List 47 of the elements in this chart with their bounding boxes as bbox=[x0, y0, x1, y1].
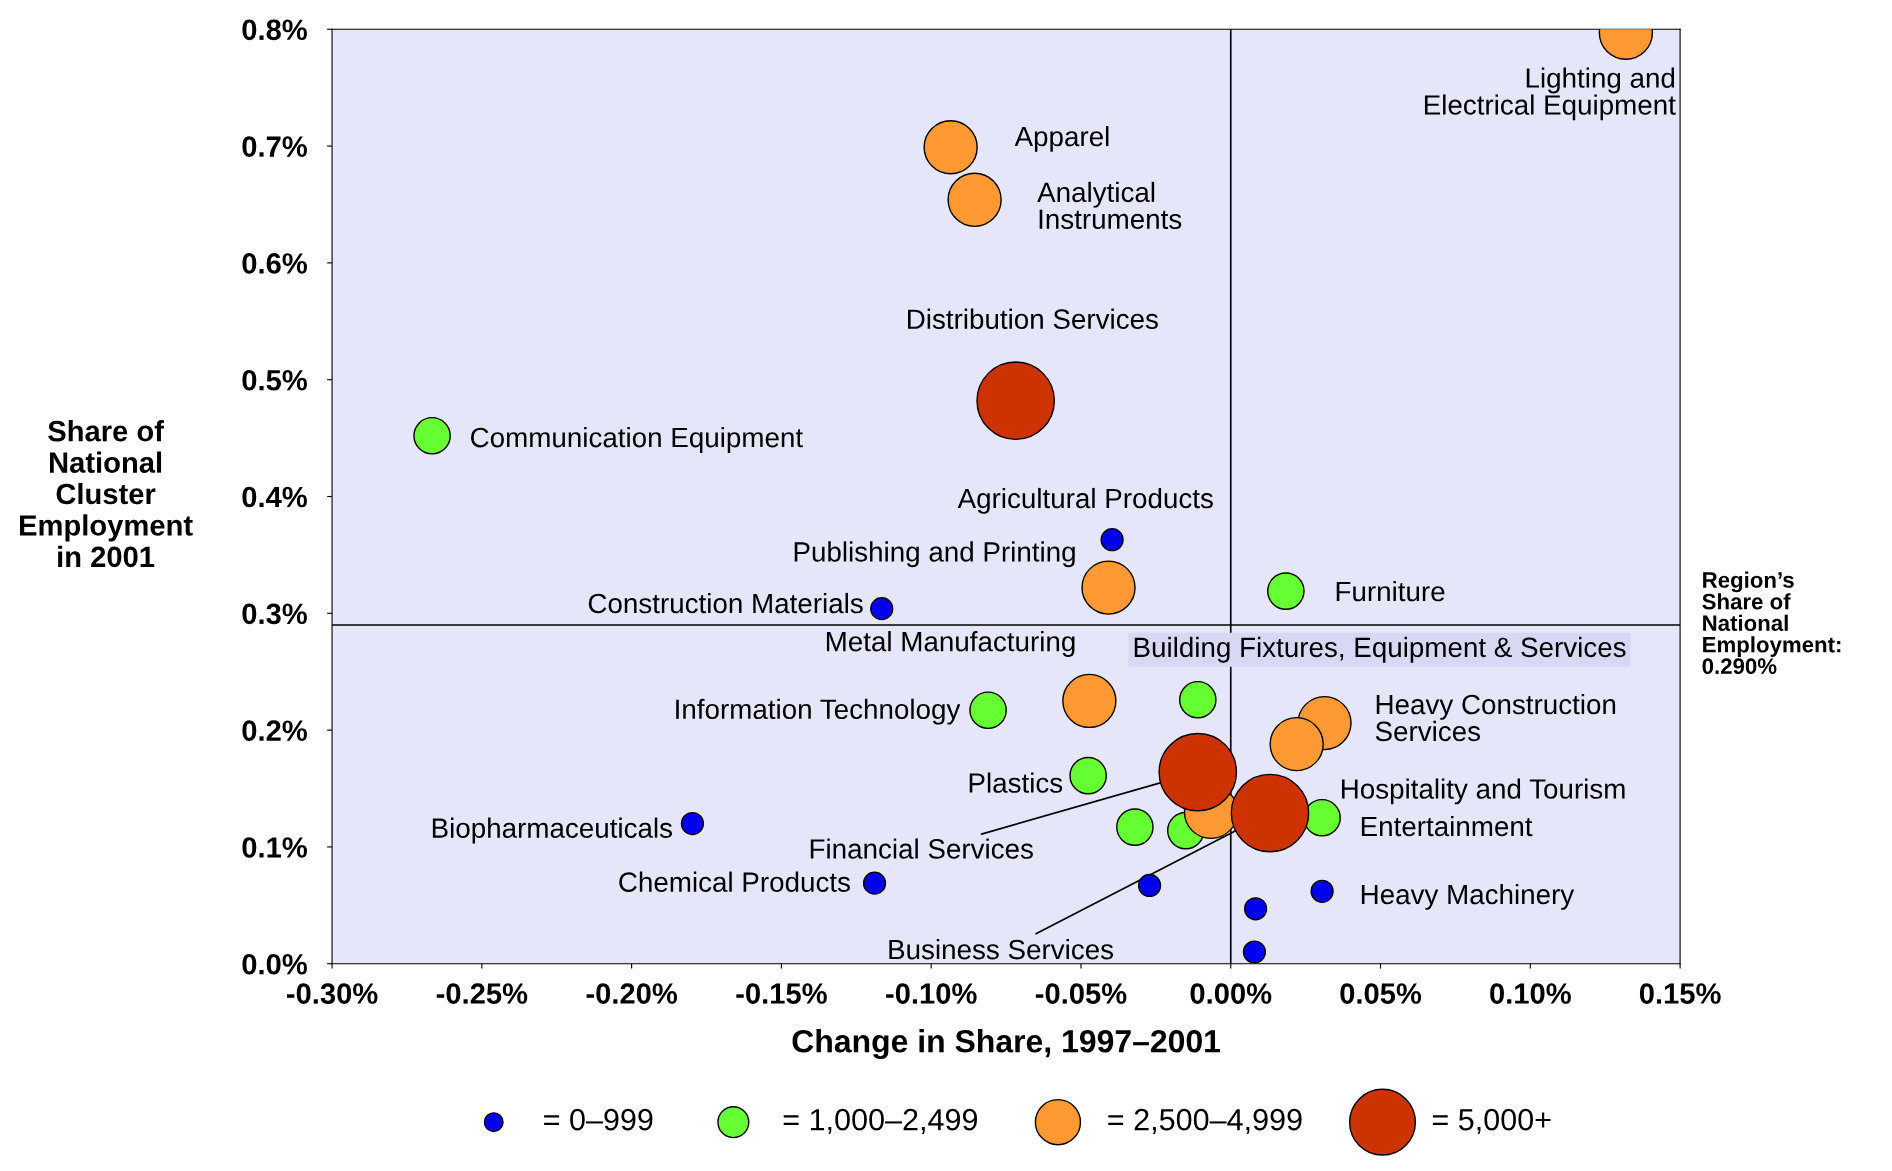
legend-label: = 5,000+ bbox=[1432, 1108, 1551, 1135]
annotation: Information Technology bbox=[676, 698, 961, 725]
legend-label: = 0–999 bbox=[544, 1108, 653, 1131]
annotation: Agricultural Products bbox=[957, 487, 1213, 514]
annotation: Plastics bbox=[969, 772, 1063, 793]
y-tick-label: 0.6% bbox=[242, 253, 307, 274]
annotation: Construction Materials bbox=[588, 592, 863, 614]
annotation: Entertainment bbox=[1361, 815, 1533, 837]
ref-line-label: Region’s Share of National Employment: 0.290% bbox=[1702, 571, 1841, 675]
y-tick-label: 0.8% bbox=[242, 19, 307, 41]
x-tick-label: -0.20% bbox=[586, 983, 678, 1004]
x-tick-label: -0.05% bbox=[1035, 983, 1127, 1004]
y-tick-label: 0.1% bbox=[242, 837, 307, 858]
annotation: Heavy Construction Services bbox=[1375, 693, 1616, 742]
annotation: Heavy Machinery bbox=[1361, 883, 1575, 910]
y-tick-label: 0.2% bbox=[242, 720, 307, 741]
annotation: Communication Equipment bbox=[471, 426, 803, 453]
x-tick-label: -0.25% bbox=[436, 983, 528, 1004]
x-tick-label: 0.00% bbox=[1190, 983, 1272, 1004]
annotation: Analytical Instruments bbox=[1037, 181, 1182, 230]
x-tick-label: -0.30% bbox=[286, 983, 378, 1004]
y-tick-label: 0.4% bbox=[242, 486, 307, 508]
annotation: Biopharmaceuticals bbox=[432, 817, 672, 844]
x-tick-label: -0.15% bbox=[736, 983, 827, 1004]
legend-label: = 2,500–4,999 bbox=[1108, 1108, 1302, 1135]
y-tick-label: 0.0% bbox=[242, 953, 307, 975]
y-tick-label: 0.5% bbox=[242, 369, 307, 391]
annotation: Building Fixtures, Equipment & Services bbox=[1134, 636, 1626, 663]
x-tick-label: -0.10% bbox=[886, 983, 977, 1004]
annotation: Distribution Services bbox=[908, 308, 1158, 330]
annotation: Metal Manufacturing bbox=[826, 631, 1075, 657]
annotation: Chemical Products bbox=[619, 871, 850, 892]
x-tick-label: 0.10% bbox=[1490, 983, 1571, 1004]
y-tick-label: 0.3% bbox=[242, 603, 307, 625]
legend-label: = 1,000–2,499 bbox=[783, 1108, 978, 1135]
annotation: Furniture bbox=[1336, 580, 1445, 602]
x-tick-label: 0.15% bbox=[1639, 983, 1721, 1004]
x-tick-label: 0.05% bbox=[1340, 983, 1422, 1004]
annotation: Lighting and Electrical Equipment bbox=[1424, 67, 1676, 121]
annotation: Apparel bbox=[1014, 125, 1109, 152]
x-axis-title: Change in Share, 1997–2001 bbox=[792, 1029, 1221, 1060]
y-axis-title: Share of National Cluster Employment in 2001 bbox=[20, 420, 193, 568]
y-tick-label: 0.7% bbox=[242, 136, 307, 157]
annotation: Publishing and Printing bbox=[794, 541, 1075, 568]
annotation: Business Services bbox=[889, 938, 1114, 960]
annotation: Hospitality and Tourism bbox=[1341, 778, 1625, 805]
annotation: Financial Services bbox=[810, 838, 1033, 859]
